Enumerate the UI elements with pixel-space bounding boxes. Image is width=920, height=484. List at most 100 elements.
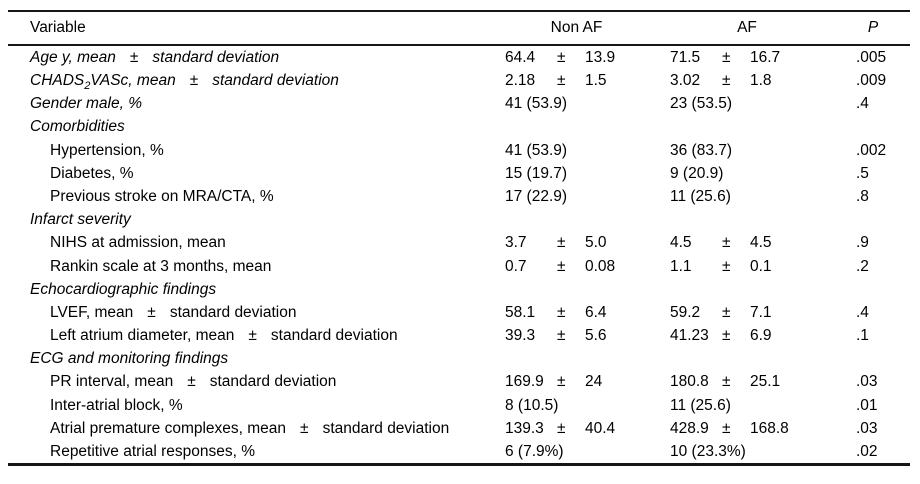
- non-af-sd: 24: [585, 373, 603, 391]
- variable-label: Left atrium diameter, mean ± standard devi…: [50, 327, 398, 345]
- variable-label: ECG and monitoring findings: [30, 350, 229, 368]
- plus-minus-symbol: ±: [187, 373, 196, 391]
- variable-label: Echocardiographic findings: [30, 280, 217, 298]
- af-value: 4.5: [670, 234, 692, 252]
- table-row: Previous stroke on MRA/CTA, % 17 (22.9) 11…: [8, 185, 910, 208]
- p-value: .005: [856, 48, 887, 66]
- af-value: 428.9: [670, 419, 709, 437]
- af-sd: 16.7: [750, 48, 781, 66]
- non-af-sd: 5.6: [585, 327, 607, 345]
- af-sd: 7.1: [750, 303, 772, 321]
- plus-minus-symbol: ±: [557, 234, 566, 252]
- p-value: .009: [856, 72, 887, 90]
- non-af-value: 15 (19.7): [505, 164, 568, 182]
- non-af-sd: 40.4: [585, 419, 616, 437]
- plus-minus-symbol: ±: [722, 48, 731, 66]
- non-af-value: 0.7: [505, 257, 527, 275]
- table-row: Diabetes, % 15 (19.7) 9 (20.9) .5: [8, 162, 910, 185]
- af-value: 36 (83.7): [670, 141, 733, 159]
- plus-minus-symbol: ±: [557, 303, 566, 321]
- plus-minus-symbol: ±: [129, 48, 139, 66]
- p-value: .5: [856, 164, 869, 182]
- af-value: 10 (23.3%): [670, 443, 746, 461]
- plus-minus-symbol: ±: [557, 48, 566, 66]
- variable-label: PR interval, mean ± standard deviation: [50, 373, 337, 391]
- table-row: NIHS at admission, mean 3.7 ±5.0 4.5 ±4.5 .9: [8, 232, 910, 255]
- non-af-value: 8 (10.5): [505, 396, 559, 414]
- non-af-sd: 1.5: [585, 72, 607, 90]
- p-value: .03: [856, 373, 878, 391]
- table-row: Age y, mean ± standard deviation 64.4 ±13.9 7…: [8, 46, 910, 69]
- variable-label: Comorbidities: [30, 118, 125, 136]
- variable-label: Diabetes, %: [50, 164, 134, 182]
- plus-minus-symbol: ±: [557, 72, 566, 90]
- af-value: 59.2: [670, 303, 701, 321]
- table-row: Rankin scale at 3 months, mean 0.7 ±0.08 1.…: [8, 255, 910, 278]
- plus-minus-symbol: ±: [300, 419, 309, 437]
- plus-minus-symbol: ±: [147, 303, 156, 321]
- p-value: .02: [856, 443, 878, 461]
- header-af: AF: [737, 19, 757, 37]
- section-row: Comorbidities: [8, 116, 910, 139]
- af-sd: 1.8: [750, 72, 772, 90]
- plus-minus-symbol: ±: [248, 327, 257, 345]
- plus-minus-symbol: ±: [722, 234, 731, 252]
- plus-minus-symbol: ±: [722, 72, 731, 90]
- variable-label: Hypertension, %: [50, 141, 164, 159]
- table-row: PR interval, mean ± standard deviation 169.…: [8, 371, 910, 394]
- variable-label: CHADS2VASc, mean ± standard deviation: [30, 72, 339, 93]
- section-row: Echocardiographic findings: [8, 278, 910, 301]
- variable-label: Previous stroke on MRA/CTA, %: [50, 187, 274, 205]
- section-row: ECG and monitoring findings: [8, 347, 910, 370]
- af-sd: 168.8: [750, 419, 789, 437]
- af-value: 41.23: [670, 327, 709, 345]
- non-af-sd: 6.4: [585, 303, 607, 321]
- header-non-af: Non AF: [550, 19, 603, 37]
- non-af-value: 64.4: [505, 48, 536, 66]
- p-value: .1: [856, 327, 869, 345]
- variable-label: Age y, mean ± standard deviation: [30, 48, 280, 66]
- non-af-value: 17 (22.9): [505, 187, 568, 205]
- header-variable: Variable: [30, 19, 86, 37]
- non-af-value: 169.9: [505, 373, 544, 391]
- af-value: 71.5: [670, 48, 701, 66]
- p-value: .002: [856, 141, 887, 159]
- non-af-sd: 0.08: [585, 257, 616, 275]
- af-sd: 0.1: [750, 257, 772, 275]
- variable-label: LVEF, mean ± standard deviation: [50, 303, 297, 321]
- af-value: 23 (53.5): [670, 95, 733, 113]
- af-value: 11 (25.6): [670, 187, 731, 205]
- plus-minus-symbol: ±: [722, 327, 731, 345]
- non-af-value: 41 (53.9): [505, 141, 568, 159]
- variable-label: Rankin scale at 3 months, mean: [50, 257, 272, 275]
- af-value: 3.02: [670, 72, 701, 90]
- table-row: Repetitive atrial responses, % 6 (7.9%) 10…: [8, 440, 910, 463]
- plus-minus-symbol: ±: [722, 373, 731, 391]
- variable-label: Inter-atrial block, %: [50, 396, 183, 414]
- non-af-value: 41 (53.9): [505, 95, 568, 113]
- section-row: Infarct severity: [8, 208, 910, 231]
- non-af-sd: 5.0: [585, 234, 607, 252]
- plus-minus-symbol: ±: [557, 373, 566, 391]
- table-row: Gender male, % 41 (53.9) 23 (53.5) .4: [8, 92, 910, 115]
- variable-label: Atrial premature complexes, mean ± standar…: [50, 419, 450, 437]
- af-sd: 4.5: [750, 234, 772, 252]
- table-row: Hypertension, % 41 (53.9) 36 (83.7) .002: [8, 139, 910, 162]
- table-row: Left atrium diameter, mean ± standard devi…: [8, 324, 910, 347]
- p-value: .2: [856, 257, 869, 275]
- af-sd: 25.1: [750, 373, 781, 391]
- table-header: Variable Non AF AF P: [8, 12, 910, 46]
- p-value: .9: [856, 234, 869, 252]
- plus-minus-symbol: ±: [189, 72, 199, 90]
- header-p: P: [867, 19, 879, 37]
- af-value: 1.1: [670, 257, 692, 275]
- table-row: Inter-atrial block, % 8 (10.5) 11 (25.6) .0…: [8, 394, 910, 417]
- plus-minus-symbol: ±: [722, 257, 731, 275]
- plus-minus-symbol: ±: [557, 257, 566, 275]
- study-comparison-table: Variable Non AF AF P Age y, mean ± standar…: [8, 10, 910, 467]
- non-af-sd: 13.9: [585, 48, 616, 66]
- non-af-value: 3.7: [505, 234, 527, 252]
- af-sd: 6.9: [750, 327, 772, 345]
- table-row: CHADS2VASc, mean ± standard deviation 2.18 ±…: [8, 69, 910, 92]
- table-body: Age y, mean ± standard deviation 64.4 ±13.9 7…: [8, 46, 910, 463]
